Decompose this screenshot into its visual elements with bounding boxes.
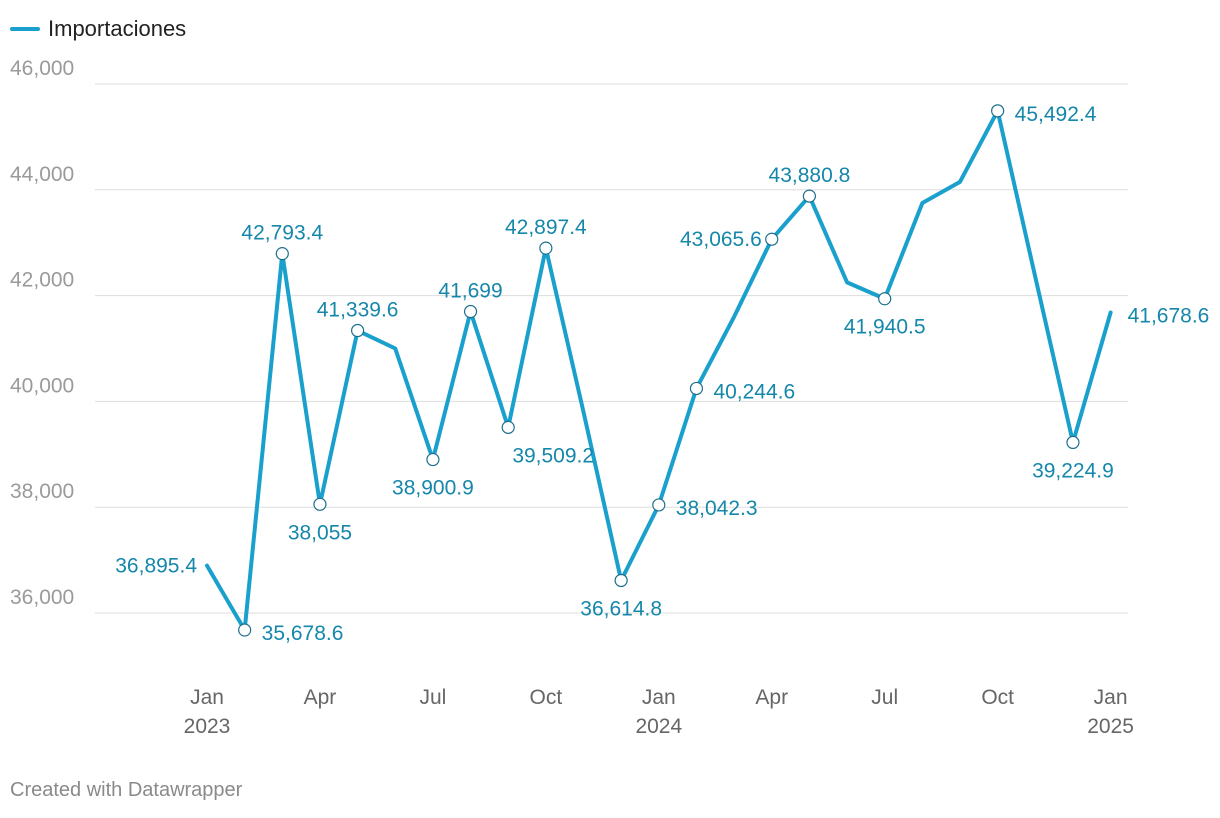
data-point-marker [463, 304, 478, 319]
data-label: 41,940.5 [844, 316, 926, 339]
data-point-marker [991, 104, 1005, 118]
data-label: 35,678.6 [262, 622, 344, 645]
data-point-marker [765, 232, 779, 246]
data-point-marker [614, 573, 628, 588]
data-point-marker [802, 189, 817, 203]
data-label: 43,065.6 [680, 228, 762, 251]
series-line-importaciones [205, 108, 1113, 633]
data-point-marker [313, 497, 327, 511]
x-tick-label: Jan [642, 686, 676, 709]
x-tick-label: Jan [1094, 686, 1128, 709]
data-point-marker [351, 323, 365, 338]
x-tick-label: Oct [981, 686, 1014, 709]
data-label: 41,699 [438, 280, 502, 303]
x-tick-label: Oct [530, 686, 563, 709]
x-tick-label: Apr [755, 686, 788, 709]
x-tick-year-label: 2025 [1087, 715, 1134, 738]
legend: Importaciones [10, 16, 186, 42]
data-label: 36,895.4 [115, 555, 197, 578]
y-tick-label: 44,000 [10, 163, 74, 186]
data-label: 38,900.9 [392, 477, 474, 500]
x-tick-year-label: 2024 [635, 715, 682, 738]
y-tick-label: 46,000 [10, 57, 74, 80]
x-tick-label: Apr [304, 686, 337, 709]
data-point-marker [652, 498, 666, 512]
x-tick-label: Jul [419, 686, 446, 709]
footer-credit: Created with Datawrapper [10, 779, 243, 801]
data-point-marker [539, 241, 553, 255]
data-label: 43,880.8 [769, 164, 851, 187]
data-point-marker [501, 420, 515, 434]
legend-swatch [10, 27, 40, 31]
data-label: 39,224.9 [1032, 459, 1114, 482]
data-label: 42,897.4 [505, 216, 587, 239]
data-label: 36,614.8 [580, 597, 662, 620]
y-tick-label: 36,000 [10, 586, 74, 609]
y-tick-label: 38,000 [10, 480, 74, 503]
data-label: 40,244.6 [713, 380, 795, 403]
x-tick-year-label: 2023 [184, 715, 231, 738]
x-tick-label: Jan [190, 686, 224, 709]
data-label: 45,492.4 [1015, 103, 1097, 126]
data-point-marker [238, 623, 252, 637]
data-point-marker [275, 247, 289, 261]
legend-label: Importaciones [48, 16, 187, 41]
y-tick-label: 42,000 [10, 269, 74, 292]
data-label: 39,509.2 [512, 444, 594, 467]
data-label: 38,042.3 [676, 497, 758, 520]
data-label: 41,678.6 [1128, 305, 1210, 328]
data-point-marker [1066, 435, 1080, 450]
data-point-marker [426, 452, 440, 467]
x-tick-label: Jul [871, 686, 898, 709]
data-label: 41,339.6 [317, 299, 399, 322]
data-label: 38,055 [288, 521, 352, 544]
data-label: 42,793.4 [241, 222, 323, 245]
data-point-marker [878, 292, 892, 306]
data-point-marker [689, 381, 704, 396]
y-tick-label: 40,000 [10, 374, 74, 397]
